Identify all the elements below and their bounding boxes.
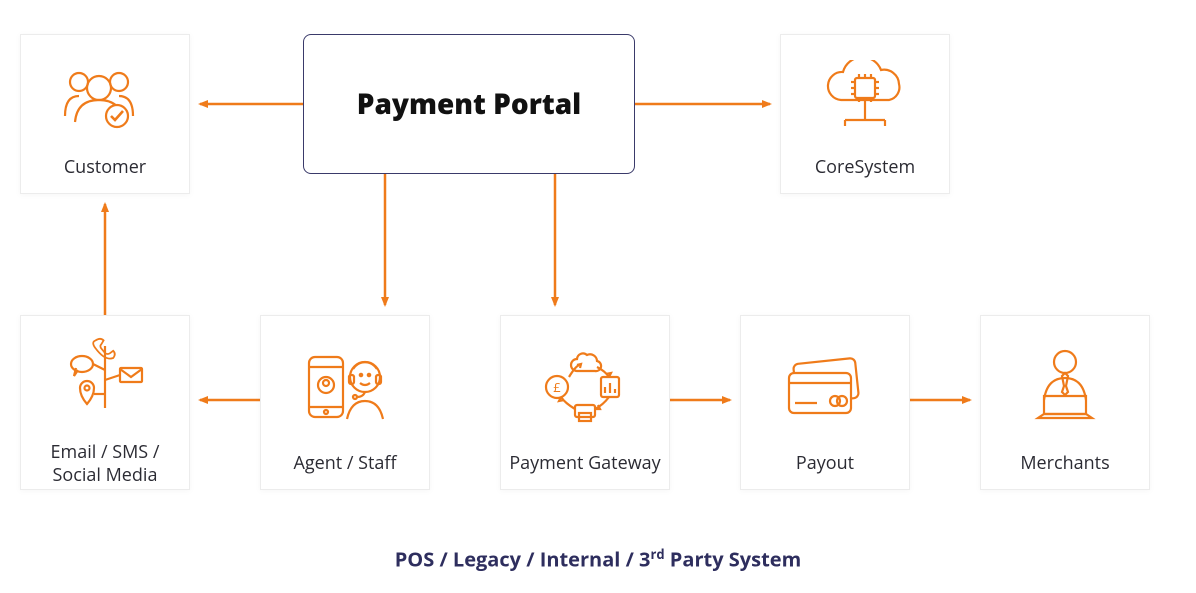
- payout-node: Payout: [740, 315, 910, 490]
- agent-staff-node: Agent / Staff: [260, 315, 430, 490]
- agent-phone-icon: [295, 329, 395, 446]
- footer-pre: POS / Legacy / Internal / 3: [395, 546, 651, 573]
- gateway-cycle-icon: £: [539, 329, 631, 446]
- coresystem-node: CoreSystem: [780, 34, 950, 194]
- agent-staff-label: Agent / Staff: [293, 452, 396, 475]
- multichannel-icon: [60, 318, 150, 435]
- customer-node: Customer: [20, 34, 190, 194]
- payment-portal-diagram: Payment Portal: [0, 0, 1196, 593]
- coresystem-label: CoreSystem: [815, 156, 915, 179]
- payment-portal-title: Payment Portal: [357, 85, 581, 123]
- customer-label: Customer: [64, 156, 146, 179]
- footer-post: Party System: [665, 546, 802, 573]
- merchants-label: Merchants: [1020, 452, 1109, 475]
- payment-gateway-node: £ Payment Gateway: [500, 315, 670, 490]
- footer-sup: rd: [650, 545, 664, 563]
- payment-portal-node: Payment Portal: [303, 34, 635, 174]
- payment-gateway-label: Payment Gateway: [509, 452, 660, 475]
- merchant-person-icon: [1020, 329, 1110, 446]
- svg-text:£: £: [553, 378, 560, 396]
- footer-caption: POS / Legacy / Internal / 3rd Party Syst…: [395, 545, 802, 573]
- payout-label: Payout: [796, 452, 854, 475]
- email-sms-social-node: Email / SMS / Social Media: [20, 315, 190, 490]
- merchants-node: Merchants: [980, 315, 1150, 490]
- people-check-icon: [57, 48, 153, 150]
- email-sms-social-label: Email / SMS / Social Media: [21, 441, 189, 488]
- cards-icon: [775, 329, 875, 446]
- cloud-chip-icon: [815, 48, 915, 150]
